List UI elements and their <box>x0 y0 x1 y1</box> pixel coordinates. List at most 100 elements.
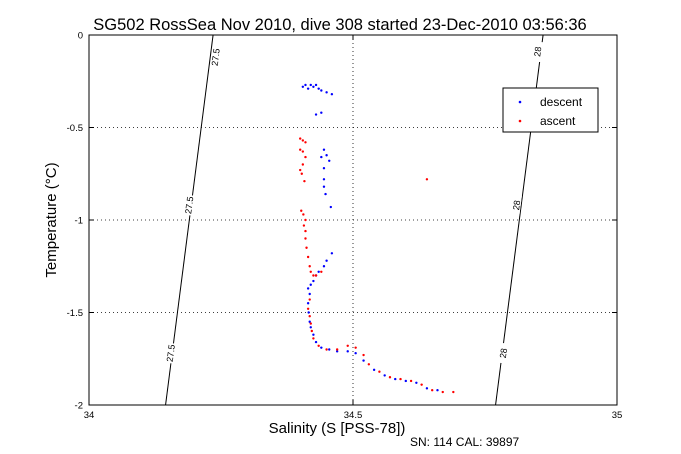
y-tick-label: -1 <box>75 216 83 227</box>
descent-point <box>307 311 310 314</box>
descent-point <box>320 89 323 92</box>
ascent-point <box>431 389 434 392</box>
ascent-point <box>299 168 302 172</box>
ascent-point <box>301 139 305 142</box>
isopycnal-label: 28 <box>532 46 543 57</box>
ascent-point <box>317 344 320 347</box>
ascent-point <box>309 270 312 273</box>
descent-point <box>308 320 311 323</box>
descent-point <box>317 270 320 273</box>
descent-point <box>304 83 307 87</box>
isopycnal-label-gap <box>184 194 195 216</box>
x-tick-label: 35 <box>612 410 623 421</box>
descent-point <box>314 340 318 344</box>
ascent-point <box>304 237 307 240</box>
descent-point <box>362 359 365 362</box>
isopycnal-lines: 27.5 27.5 27.5 28 28 28 <box>165 34 544 406</box>
ascent-point <box>335 348 339 351</box>
ascent-point <box>325 348 328 351</box>
ascent-point <box>304 141 307 144</box>
descent-point <box>322 265 326 268</box>
descent-point <box>306 287 310 290</box>
descent-point <box>415 381 418 384</box>
ascent-point <box>310 329 314 333</box>
descent-point <box>306 87 310 90</box>
isopycnal-label-gap <box>165 342 177 364</box>
descent-point <box>306 302 310 305</box>
ascent-point <box>409 379 413 383</box>
descent-point <box>324 192 327 196</box>
isopycnal-label-gap <box>532 41 544 63</box>
ascent-point <box>302 224 306 227</box>
ascent-point <box>420 383 423 386</box>
descent-point <box>322 167 326 170</box>
descent-point <box>436 389 439 392</box>
ascent-point <box>362 353 365 357</box>
ascent-point <box>354 346 357 349</box>
ascent-point <box>304 218 307 222</box>
x-tick-label: 34.5 <box>344 410 363 421</box>
ascent-point <box>302 213 305 216</box>
ascent-point <box>314 274 318 277</box>
data-points <box>299 83 455 394</box>
y-tick-label: -2 <box>75 401 83 412</box>
descent-point <box>314 113 318 116</box>
calibration-footer: SN: 114 CAL: 39897 <box>410 435 520 449</box>
x-tick-label: 34 <box>84 410 95 421</box>
descent-point <box>320 111 323 114</box>
descent-point <box>330 252 334 255</box>
ascent-point <box>306 307 310 310</box>
ascent-point <box>308 298 311 301</box>
ascent-point <box>378 370 381 373</box>
ascent-point <box>304 155 307 159</box>
ascent-point <box>308 265 311 268</box>
descent-point <box>322 148 326 151</box>
ascent-point <box>301 150 305 153</box>
legend: descent ascent <box>502 87 599 133</box>
ascent-point <box>309 322 312 325</box>
chart-title: SG502 RossSea Nov 2010, dive 308 started… <box>93 16 587 34</box>
ascent-point <box>303 179 306 183</box>
isopycnal-label: 27.5 <box>165 344 177 363</box>
ascent-point <box>399 377 402 381</box>
ascent-point <box>299 148 302 151</box>
descent-point <box>325 91 328 94</box>
ascent-point <box>299 137 302 140</box>
x-axis-ticks: 34 34.5 35 <box>84 35 623 421</box>
descent-point <box>322 178 326 181</box>
ascent-point <box>312 337 315 340</box>
ascent-point <box>452 390 455 394</box>
isopycnal-label: 27.5 <box>183 196 195 215</box>
descent-point <box>328 348 331 351</box>
isopycnal-label: 27.5 <box>210 48 222 67</box>
legend-ascent-marker <box>518 119 522 123</box>
ascent-point <box>300 209 303 212</box>
descent-point <box>309 326 312 329</box>
legend-box <box>502 87 599 133</box>
descent-point <box>354 352 357 355</box>
ascent-point <box>305 246 308 249</box>
descent-point <box>346 350 349 353</box>
y-tick-label: -0.5 <box>67 123 83 134</box>
descent-point <box>383 374 386 377</box>
descent-point <box>322 185 326 188</box>
descent-point <box>317 87 320 90</box>
y-axis-ticks: 0 -0.5 -1 -1.5 -2 <box>67 31 617 412</box>
legend-descent-marker <box>518 100 522 104</box>
isopycnal-label-gap <box>511 194 522 216</box>
descent-point <box>312 279 315 283</box>
ascent-point <box>304 229 307 233</box>
descent-point <box>394 377 397 381</box>
descent-point <box>330 93 334 96</box>
descent-point <box>308 292 311 296</box>
descent-point <box>335 350 339 353</box>
ascent-point <box>367 363 371 366</box>
isopycnal-label: 28 <box>511 200 522 211</box>
x-axis-label: Salinity (S [PSS-78]) <box>269 420 406 437</box>
descent-point <box>328 159 331 162</box>
descent-point <box>325 154 328 157</box>
ascent-point <box>306 255 310 259</box>
y-tick-label: -1.5 <box>67 308 83 319</box>
y-tick-label: 0 <box>78 31 83 42</box>
